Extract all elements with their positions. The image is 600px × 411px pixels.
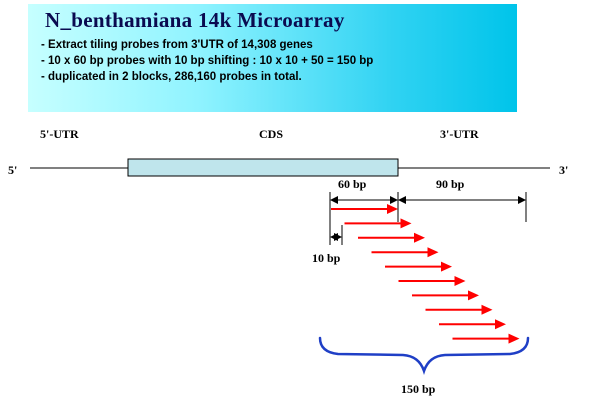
brace-150bp	[318, 336, 530, 375]
probe-arrow-head	[427, 247, 439, 258]
label-5utr: 5'-UTR	[40, 127, 79, 141]
label-60bp: 60 bp	[338, 177, 367, 191]
probe-arrow-head	[508, 333, 520, 344]
probe-arrow-head	[495, 319, 506, 330]
probe-arrow-head	[387, 204, 398, 214]
label-3utr: 3'-UTR	[440, 127, 479, 141]
probe-arrow-head	[468, 290, 479, 301]
probe-arrow-head	[414, 232, 425, 243]
cds-box	[127, 158, 399, 177]
probe-arrow-head	[441, 261, 452, 272]
bullet-extract-probes: - Extract tiling probes from 3'UTR of 14…	[41, 39, 313, 51]
bullet-duplicated-blocks: - duplicated in 2 blocks, 286,160 probes…	[41, 71, 302, 83]
bullet-probe-tiling: - 10 x 60 bp probes with 10 bp shifting …	[41, 55, 374, 67]
label-150bp: 150 bp	[401, 382, 436, 396]
header-banner	[28, 4, 517, 112]
label-3prime-end: 3'	[559, 163, 568, 177]
label-5prime-end: 5'	[8, 163, 17, 177]
probe-arrow-head	[400, 218, 412, 229]
label-10bp: 10 bp	[312, 251, 341, 265]
page-title: N_benthamiana 14k Microarray	[45, 8, 345, 32]
probe-arrow-head	[481, 304, 493, 315]
probe-arrow-head	[454, 276, 466, 286]
label-cds: CDS	[259, 127, 283, 141]
label-90bp: 90 bp	[436, 177, 465, 191]
probe-arrows	[331, 204, 520, 344]
